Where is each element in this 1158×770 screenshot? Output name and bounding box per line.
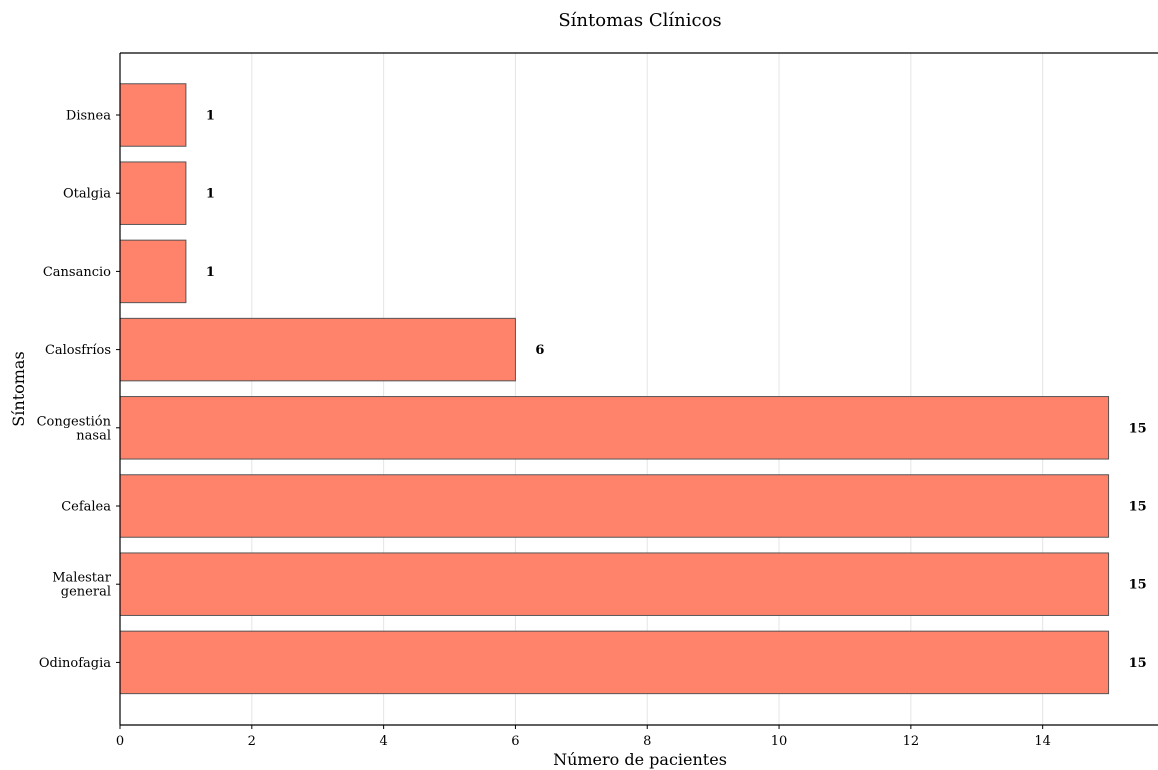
y-tick-label-4: Congestión nasal [37,414,112,443]
bar-7 [119,630,1110,695]
y-tick-label-1: Otalgia [63,187,111,202]
bar-6 [119,552,1110,616]
bars [119,83,1110,695]
chart-title: Síntomas Clínicos [558,10,721,31]
bar-4 [119,396,1110,460]
y-tick-label-5: Cefalea [61,500,111,515]
x-axis-label: Número de pacientes [553,750,727,769]
bar-0 [119,83,187,147]
value-label-4: 15 [1129,421,1147,436]
y-tick-label-3: Calosfríos [45,343,111,358]
value-label-1: 1 [206,187,215,202]
y-tick-label-6: Malestar general [52,571,112,600]
x-tick-label-6: 12 [903,734,920,749]
grid-lines [119,53,1044,725]
y-axis-label: Síntomas [9,351,28,426]
bar-5 [119,474,1110,538]
x-tick-label-0: 0 [116,734,124,749]
x-tick-label-1: 2 [248,734,256,749]
x-axis-ticks: 0 2 4 6 8 10 12 14 [116,725,1051,749]
y-tick-label-0: Disnea [66,109,111,124]
bar-2 [119,239,187,304]
bar-3 [119,317,516,382]
x-tick-label-4: 8 [643,734,651,749]
value-label-6: 15 [1129,578,1147,593]
x-tick-label-3: 6 [511,734,519,749]
x-tick-label-5: 10 [771,734,788,749]
bar-1 [119,161,187,225]
value-labels: 1 1 1 6 15 15 15 15 [206,109,1147,671]
x-tick-label-7: 14 [1034,734,1051,749]
value-label-2: 1 [206,265,215,280]
y-tick-label-2: Cansancio [43,265,111,280]
value-label-7: 15 [1129,656,1147,671]
y-tick-label-7: Odinofagia [39,656,111,671]
x-tick-label-2: 4 [379,734,387,749]
value-label-0: 1 [206,109,215,124]
value-label-3: 6 [535,343,544,358]
y-axis-ticks: Disnea Otalgia Cansancio Calosfríos Congesti… [37,109,120,671]
value-label-5: 15 [1129,500,1147,515]
axes [119,52,1158,726]
